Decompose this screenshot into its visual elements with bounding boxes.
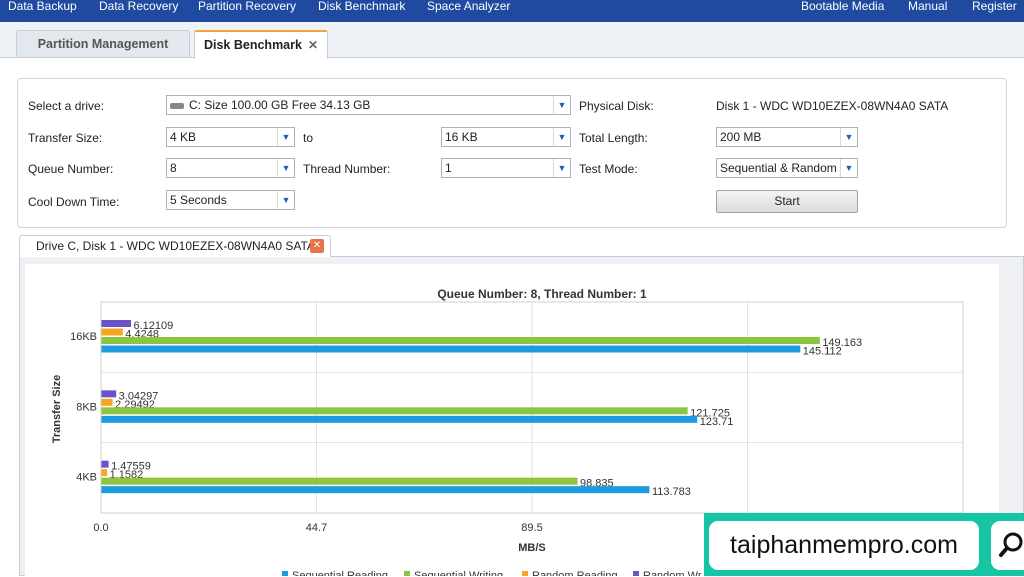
physical-disk-label: Physical Disk: (579, 99, 654, 113)
bar-random-reading (101, 469, 108, 477)
data-label: 1.47559 (111, 461, 151, 473)
bar-sequential-reading (101, 486, 650, 494)
category-label: 8KB (76, 401, 97, 413)
data-label: 149.163 (822, 337, 862, 349)
chevron-down-icon[interactable]: ▼ (277, 159, 294, 177)
start-button[interactable]: Start (716, 190, 858, 213)
bar-random-writing (101, 390, 117, 398)
legend-swatch (282, 571, 288, 576)
chart-title: Queue Number: 8, Thread Number: 1 (437, 287, 647, 301)
chevron-down-icon[interactable]: ▼ (277, 191, 294, 209)
bar-sequential-writing (101, 337, 820, 344)
category-label: 4KB (76, 472, 97, 484)
cool-down-value: 5 Seconds (170, 193, 227, 207)
bar-random-reading (101, 328, 123, 336)
menu-partition-recovery[interactable]: Partition Recovery (198, 0, 297, 13)
data-label: 6.12109 (133, 320, 173, 332)
close-icon[interactable]: ✕ (310, 239, 324, 253)
select-drive-label: Select a drive: (28, 99, 105, 113)
total-length-select[interactable]: 200 MB ▼ (716, 127, 858, 147)
thread-number-select[interactable]: 1 ▼ (441, 158, 571, 178)
y-axis-label: Transfer Size (51, 375, 63, 443)
chevron-down-icon[interactable]: ▼ (840, 128, 857, 146)
tab-disk-benchmark[interactable]: Disk Benchmark ✕ (194, 30, 328, 59)
bar-random-reading (101, 398, 113, 406)
cool-down-select[interactable]: 5 Seconds ▼ (166, 190, 295, 210)
test-mode-select[interactable]: Sequential & Random ▼ (716, 158, 858, 178)
to-label: to (303, 131, 314, 145)
menu-data-recovery[interactable]: Data Recovery (99, 0, 179, 13)
legend-label: Sequential Reading (292, 570, 388, 576)
data-label: 113.783 (652, 486, 691, 498)
drive-value: C: Size 100.00 GB Free 34.13 GB (189, 98, 371, 112)
legend-label: Random Reading (532, 570, 618, 576)
total-length-value: 200 MB (720, 130, 762, 144)
data-label: 3.04297 (119, 390, 159, 402)
bar-sequential-writing (101, 477, 578, 485)
drive-icon (170, 102, 184, 109)
result-tab[interactable]: Drive C, Disk 1 - WDC WD10EZEX-08WN4A0 S… (19, 235, 331, 257)
bar-random-writing (101, 320, 131, 327)
legend-label: Sequential Writing (414, 570, 503, 576)
total-length-label: Total Length: (579, 131, 648, 145)
transfer-size-to-select[interactable]: 16 KB ▼ (441, 127, 571, 147)
menu-space-analyzer[interactable]: Space Analyzer (427, 0, 511, 13)
legend-swatch (404, 571, 410, 576)
x-axis-label: MB/S (518, 542, 546, 554)
data-label: 123.71 (700, 416, 734, 428)
data-label: 121.725 (690, 407, 730, 419)
close-icon[interactable]: ✕ (307, 38, 319, 52)
thread-number-label: Thread Number: (303, 162, 391, 176)
queue-number-label: Queue Number: (28, 162, 114, 176)
tab-partition-management[interactable]: Partition Management (16, 30, 190, 58)
drive-select[interactable]: C: Size 100.00 GB Free 34.13 GB ▼ (166, 95, 571, 115)
bar-random-writing (101, 460, 109, 468)
x-tick-label: 44.7 (306, 522, 327, 534)
category-label: 16KB (70, 331, 97, 343)
thread-number-value: 1 (445, 161, 452, 175)
transfer-size-from-select[interactable]: 4 KB ▼ (166, 127, 295, 147)
bar-sequential-reading (101, 415, 698, 423)
chevron-down-icon[interactable]: ▼ (840, 159, 857, 177)
chevron-down-icon[interactable]: ▼ (553, 128, 570, 146)
menu-register[interactable]: Register (972, 0, 1017, 13)
bar-sequential-reading (101, 345, 801, 353)
menu-bootable-media[interactable]: Bootable Media (801, 0, 885, 13)
physical-disk-value: Disk 1 - WDC WD10EZEX-08WN4A0 SATA (716, 99, 949, 113)
x-tick-label: 89.5 (521, 522, 542, 534)
x-tick-label: 0.0 (93, 522, 108, 534)
chevron-down-icon[interactable]: ▼ (553, 159, 570, 177)
menu-manual[interactable]: Manual (908, 0, 948, 13)
menu-data-backup[interactable]: Data Backup (8, 0, 77, 13)
test-mode-label: Test Mode: (579, 162, 638, 176)
legend-swatch (522, 571, 528, 576)
transfer-size-from-value: 4 KB (170, 130, 197, 144)
bar-sequential-writing (101, 407, 688, 415)
transfer-size-label: Transfer Size: (28, 131, 103, 145)
test-mode-value: Sequential & Random (720, 161, 837, 175)
chevron-down-icon[interactable]: ▼ (553, 96, 570, 114)
tab-label: Disk Benchmark (203, 38, 302, 52)
top-menubar: Data Backup Data Recovery Partition Reco… (0, 0, 1024, 22)
cool-down-label: Cool Down Time: (28, 195, 120, 209)
data-label: 145.112 (803, 346, 842, 358)
menu-disk-benchmark[interactable]: Disk Benchmark (318, 0, 406, 13)
chevron-down-icon[interactable]: ▼ (277, 128, 294, 146)
queue-number-select[interactable]: 8 ▼ (166, 158, 295, 178)
result-tab-label: Drive C, Disk 1 - WDC WD10EZEX-08WN4A0 S… (36, 239, 315, 253)
tab-label: Partition Management (37, 37, 169, 51)
queue-number-value: 8 (170, 161, 177, 175)
legend-swatch (633, 571, 639, 576)
transfer-size-to-value: 16 KB (445, 130, 478, 144)
legend-label: Random Wr (643, 570, 702, 576)
search-icon (991, 521, 1024, 570)
watermark-text: taiphanmempro.com (709, 521, 979, 570)
